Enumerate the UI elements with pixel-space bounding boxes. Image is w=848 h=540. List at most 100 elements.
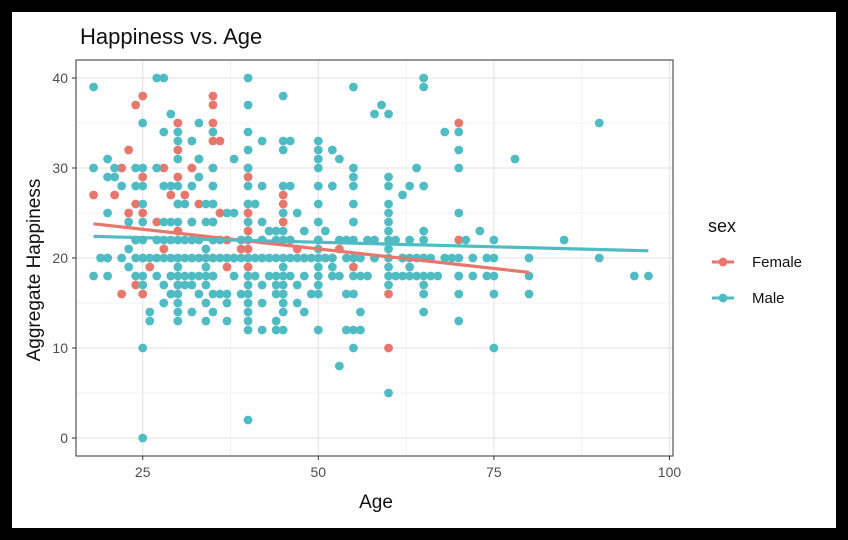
point-female — [278, 217, 288, 227]
point-male — [243, 325, 253, 335]
point-female — [166, 190, 176, 200]
point-male — [419, 235, 429, 245]
point-male — [243, 271, 253, 281]
point-female — [384, 289, 393, 299]
point-male — [391, 235, 400, 245]
point-male — [482, 253, 492, 263]
point-male — [327, 262, 337, 272]
point-female — [243, 172, 253, 182]
point-male — [278, 181, 288, 191]
point-male — [461, 235, 471, 245]
point-male — [313, 280, 323, 290]
point-male — [243, 289, 253, 299]
point-male — [292, 280, 302, 290]
point-female — [159, 244, 169, 254]
point-male — [278, 289, 288, 299]
point-male — [419, 82, 429, 92]
point-male — [257, 280, 267, 290]
point-male — [187, 280, 197, 290]
point-male — [306, 289, 316, 299]
point-male — [180, 199, 190, 209]
point-male — [313, 163, 323, 173]
point-male — [138, 280, 148, 290]
point-male — [103, 253, 113, 263]
point-male — [201, 217, 211, 227]
panel-border — [75, 59, 674, 457]
point-male — [208, 127, 218, 137]
point-male — [285, 271, 295, 281]
point-male — [138, 343, 148, 353]
point-male — [243, 100, 253, 110]
point-male — [117, 253, 127, 263]
point-male — [278, 145, 288, 155]
point-male — [278, 226, 288, 236]
point-male — [349, 172, 358, 182]
legend-title: sex — [708, 216, 736, 236]
point-male — [201, 298, 211, 308]
point-male — [180, 253, 190, 263]
point-male — [138, 181, 148, 191]
point-male — [384, 262, 393, 272]
point-male — [313, 199, 323, 209]
point-male — [110, 172, 120, 182]
point-male — [447, 253, 457, 263]
point-male — [194, 154, 204, 164]
point-female — [173, 118, 183, 128]
point-male — [215, 253, 225, 263]
point-male — [313, 145, 323, 155]
point-male — [334, 271, 344, 281]
point-male — [264, 226, 274, 236]
point-male — [292, 253, 302, 263]
point-male — [243, 217, 253, 227]
point-male — [278, 271, 288, 281]
point-male — [454, 316, 464, 326]
point-male — [201, 271, 211, 281]
chart-frame: Happiness vs. Age 25 50 75 100 0 10 20 30 40 Age… — [12, 12, 836, 528]
point-male — [285, 136, 295, 146]
point-male — [313, 289, 323, 299]
point-male — [327, 145, 337, 155]
point-male — [110, 163, 120, 173]
point-male — [510, 154, 520, 164]
point-male — [384, 109, 393, 119]
point-female — [124, 145, 134, 155]
point-male — [594, 253, 604, 263]
point-male — [264, 253, 274, 263]
point-male — [208, 181, 218, 191]
point-male — [412, 163, 422, 173]
point-male — [201, 244, 211, 254]
y-tick-label: 20 — [52, 250, 68, 266]
point-male — [124, 217, 134, 227]
point-male — [173, 253, 183, 263]
point-male — [201, 280, 211, 290]
trend-line-female — [93, 222, 530, 274]
x-axis-title: Age — [359, 492, 393, 513]
point-male — [489, 235, 499, 245]
point-male — [405, 262, 415, 272]
point-male — [405, 181, 415, 191]
point-male — [173, 154, 183, 164]
point-male — [187, 307, 197, 317]
point-male — [159, 217, 169, 227]
point-female — [243, 244, 253, 254]
point-male — [194, 289, 204, 299]
point-male — [349, 181, 358, 191]
point-male — [208, 289, 218, 299]
point-female — [454, 235, 464, 245]
point-male — [285, 181, 295, 191]
point-female — [131, 280, 141, 290]
point-male — [370, 109, 379, 119]
point-male — [278, 208, 288, 218]
point-male — [433, 271, 443, 281]
point-male — [173, 199, 183, 209]
point-male — [384, 217, 393, 227]
point-male — [159, 253, 169, 263]
point-male — [145, 253, 155, 263]
point-male — [131, 163, 141, 173]
point-male — [489, 271, 499, 281]
point-female — [208, 100, 218, 110]
point-male — [384, 172, 393, 182]
point-male — [194, 253, 204, 263]
point-male — [292, 298, 302, 308]
point-male — [173, 127, 183, 137]
